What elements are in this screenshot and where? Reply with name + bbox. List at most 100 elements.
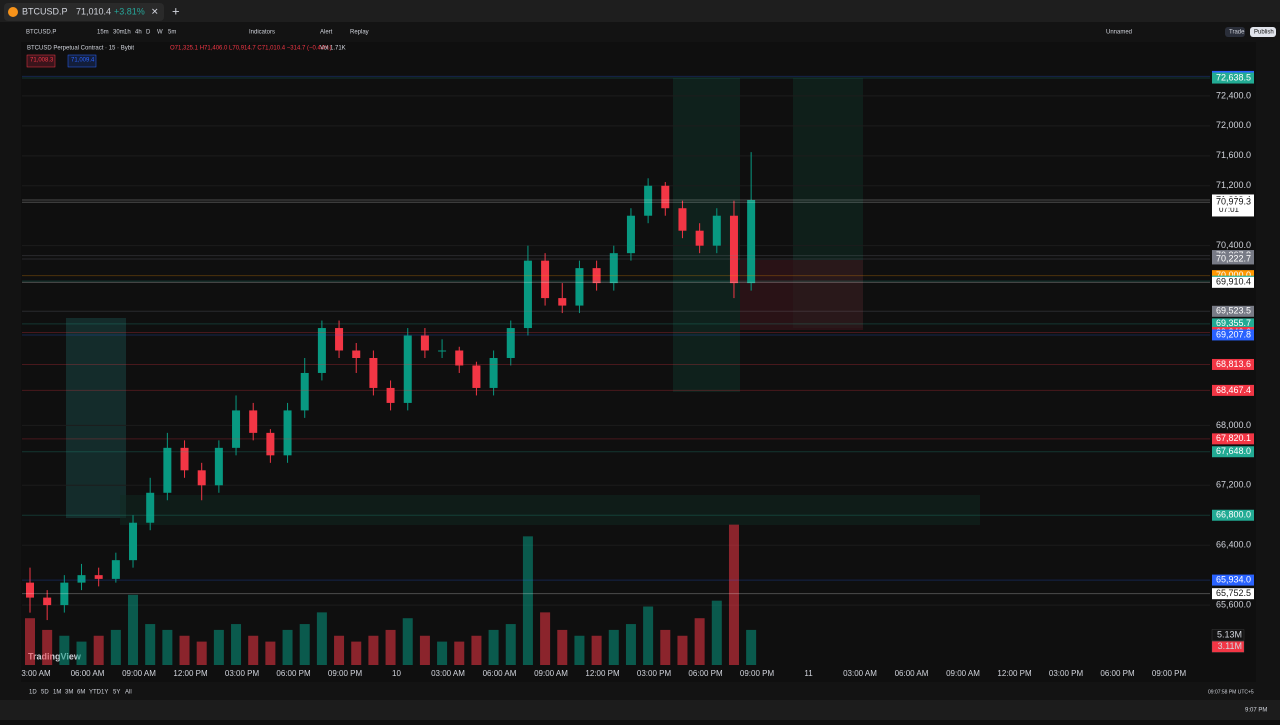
x-tick-label: 06:00 PM	[276, 669, 311, 678]
publish-btn[interactable]	[1250, 27, 1276, 37]
legend-ohlc: O71,325.1 H71,406.0 L70,914.7 C71,010.4 …	[170, 46, 331, 52]
price-label-bg	[1212, 318, 1254, 330]
interval[interactable]: 30m	[113, 30, 125, 36]
volume-label: 5.13M	[1217, 629, 1242, 639]
candle-body	[180, 447, 189, 471]
price-label: 69,523.5	[1216, 306, 1251, 316]
buy-btn[interactable]	[67, 54, 97, 68]
candle-body	[163, 447, 172, 493]
y-tick-label: 65,600.0	[1216, 599, 1251, 609]
candle-body	[644, 185, 653, 216]
interval[interactable]: 1h	[124, 30, 131, 36]
x-tick-label: 3:00 AM	[21, 669, 51, 678]
trade-btn[interactable]	[1225, 27, 1245, 37]
publish[interactable]: Publish	[1254, 30, 1274, 36]
alert[interactable]: Alert	[320, 30, 333, 36]
trade[interactable]: Trade	[1229, 30, 1245, 36]
interval[interactable]: 15m	[97, 30, 109, 36]
volume-bar	[591, 635, 602, 665]
range[interactable]: 3M	[65, 690, 73, 696]
volume-bar	[25, 618, 35, 665]
new-tab[interactable]: +	[172, 3, 180, 18]
buy-price[interactable]: 71,009.4	[71, 58, 95, 64]
volume-bar	[711, 600, 722, 665]
y-tick-label: 67,200.0	[1216, 480, 1251, 490]
volume-bar	[540, 612, 551, 665]
volume-bar	[625, 624, 636, 665]
volume-bar	[145, 624, 156, 665]
replay[interactable]: Replay	[350, 30, 369, 36]
candle-body	[472, 365, 481, 388]
tab-bar	[0, 0, 1280, 22]
legend-volume: Vol 1.71K	[320, 46, 346, 52]
layout-name[interactable]: Unnamed	[1106, 30, 1132, 36]
candle-body	[197, 470, 206, 486]
zone	[120, 495, 980, 525]
y-tick-label: 71,200.0	[1216, 180, 1251, 190]
volume-bar	[437, 641, 448, 665]
toolbar	[0, 22, 1280, 42]
volume-bar	[694, 618, 705, 665]
volume-bar	[522, 536, 533, 665]
range[interactable]: 1D	[29, 690, 37, 696]
volume-bar	[282, 629, 293, 665]
volume-bar	[608, 629, 619, 665]
price-label: 67,820.1	[1216, 433, 1251, 443]
candle-body	[214, 447, 223, 486]
sell-btn[interactable]	[26, 54, 56, 68]
tab-close[interactable]: ✕	[151, 6, 159, 16]
range[interactable]: All	[125, 690, 132, 696]
x-tick-label: 06:00 AM	[71, 669, 105, 678]
volume-bar	[643, 606, 654, 665]
range[interactable]: 1Y	[101, 690, 108, 696]
zone	[740, 260, 863, 330]
zone	[673, 78, 740, 392]
range[interactable]: 6M	[77, 690, 85, 696]
volume-bar	[110, 629, 121, 665]
volume-bar	[76, 641, 87, 665]
candle-body	[129, 522, 138, 561]
x-tick-label: 06:00 PM	[688, 669, 723, 678]
price-label-bg	[1212, 196, 1254, 208]
volume-bar	[557, 629, 568, 665]
price-label: 66,800.0	[1216, 510, 1251, 520]
range[interactable]: 5Y	[113, 690, 120, 696]
volume-bar	[351, 641, 362, 665]
volume-label-bg	[1211, 629, 1245, 641]
price-label: 70,222.7	[1216, 253, 1251, 263]
right-sidebar	[1256, 42, 1280, 682]
range[interactable]: YTD	[89, 690, 102, 696]
candle-body	[506, 328, 515, 358]
interval[interactable]: D	[146, 30, 151, 36]
price-label: 70,000.0	[1216, 270, 1251, 280]
x-tick-label: 09:00 AM	[946, 669, 980, 678]
x-tick-label: 11	[804, 669, 813, 678]
x-tick-label: 12:00 PM	[997, 669, 1032, 678]
x-tick-label: 03:00 AM	[843, 669, 877, 678]
candle-body	[232, 410, 241, 448]
sell-price[interactable]: 71,008.3	[30, 58, 54, 64]
x-tick-label: 10	[392, 669, 401, 678]
candle-body	[94, 575, 103, 579]
range[interactable]: 5D	[41, 690, 49, 696]
volume-bar	[574, 635, 585, 665]
interval[interactable]: 4h	[135, 30, 142, 36]
range[interactable]: 1M	[53, 690, 61, 696]
x-tick-label: 03:00 PM	[1049, 669, 1084, 678]
tab[interactable]	[4, 3, 164, 21]
price-label: 69,355.7	[1216, 318, 1251, 328]
x-tick-label: 03:00 PM	[225, 669, 260, 678]
price-label: 72,638.5	[1216, 72, 1251, 82]
interval[interactable]: 5m	[168, 30, 176, 36]
indicators[interactable]: Indicators	[249, 30, 275, 36]
volume-bar	[42, 629, 53, 665]
volume-bar	[385, 629, 396, 665]
tab-change: +3.81%	[114, 6, 145, 16]
candle-body	[283, 410, 292, 456]
candle-body	[335, 328, 344, 351]
interval[interactable]: W	[157, 30, 163, 36]
tab-price: 71,010.4	[76, 6, 111, 16]
price-label-bg	[1212, 509, 1254, 521]
toolbar-symbol[interactable]: BTCUSD.P	[26, 30, 56, 36]
y-tick-label: 70,400.0	[1216, 240, 1251, 250]
